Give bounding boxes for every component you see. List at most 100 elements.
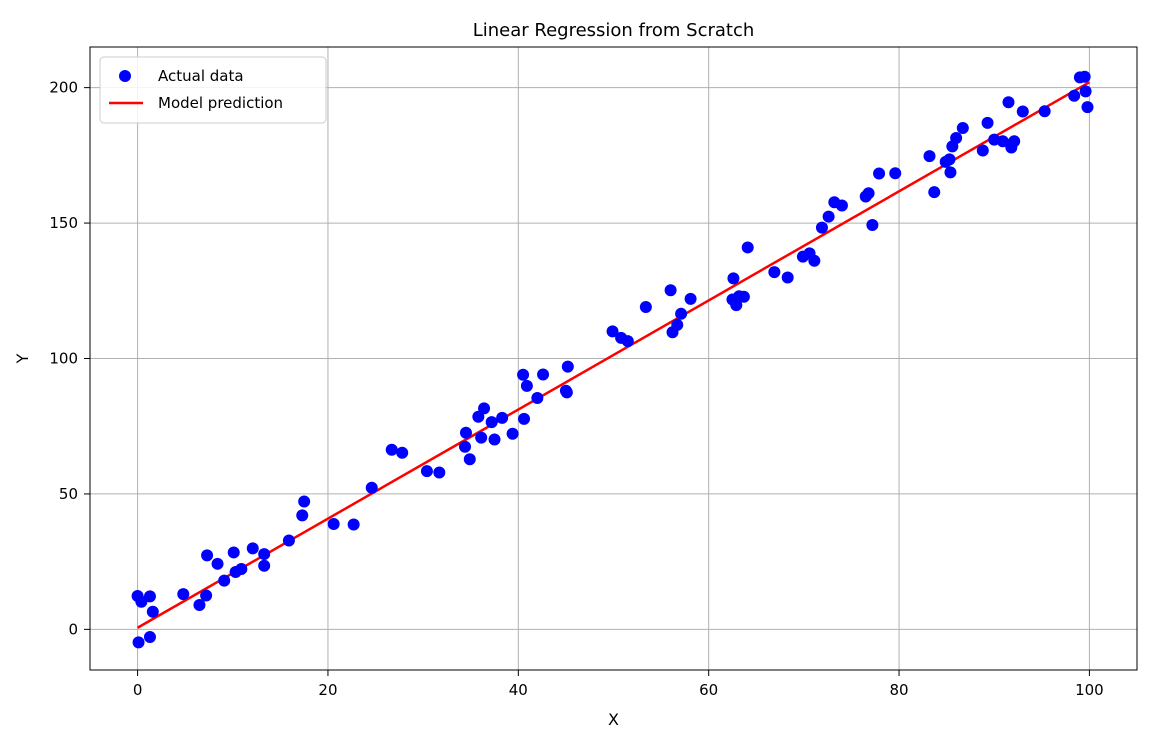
data-point [1079,85,1092,98]
data-point [822,210,835,223]
data-point [246,542,259,555]
y-tick-label: 200 [49,79,78,97]
chart-title: Linear Regression from Scratch [473,20,755,41]
data-point [517,368,530,381]
data-point [143,630,156,643]
data-point [1081,101,1094,114]
data-point [218,574,231,587]
data-point [227,546,240,559]
data-point [506,427,519,440]
data-point [420,465,433,478]
grid-lines [90,47,1137,670]
data-point [143,590,156,603]
plot-frame [89,46,1138,671]
data-point [365,481,378,494]
data-point [200,589,213,602]
data-point [996,135,1009,148]
data-point [298,495,311,508]
data-point [737,290,750,303]
data-point [1008,135,1021,148]
legend: Actual data Model prediction [99,56,327,124]
data-point [889,167,902,180]
data-point [866,218,879,231]
data-point [664,284,677,297]
data-point [944,166,957,179]
scatter-points [131,70,1094,649]
axes: 0 20 40 60 80 100 0 50 100 150 200 [49,79,1103,699]
data-point [520,379,533,392]
data-point [981,116,994,129]
data-point [808,254,821,267]
data-point [488,433,501,446]
data-point [135,595,148,608]
data-point [327,518,340,531]
data-point [1038,105,1051,118]
data-point [976,144,989,157]
legend-label-actual: Actual data [158,67,244,85]
data-point [835,199,848,212]
data-point [146,605,159,618]
data-point [943,153,956,166]
data-point [684,292,697,305]
data-point [258,548,271,561]
model-prediction-line [136,81,1091,629]
data-point [433,466,446,479]
data-point [518,412,531,425]
data-point [1078,70,1091,83]
y-tick-label: 50 [59,485,78,503]
data-point [671,318,684,331]
legend-label-prediction: Model prediction [158,94,283,112]
x-tick-label: 60 [699,681,718,699]
data-point [639,301,652,314]
data-point [781,271,794,284]
data-point [132,636,145,649]
data-point [1068,89,1081,102]
data-point [193,598,206,611]
data-point [485,416,498,429]
x-tick-label: 40 [509,681,528,699]
data-point [768,266,781,279]
y-axis-title: Y [13,353,32,364]
data-point [1016,105,1029,118]
data-point [459,426,472,439]
data-point [478,402,491,415]
legend-box [99,56,327,124]
data-point [606,325,619,338]
data-point [177,588,190,601]
data-point [1002,96,1015,109]
data-point [923,150,936,163]
data-point [463,453,476,466]
data-point [950,132,963,145]
x-tick-label: 20 [318,681,337,699]
data-point [531,392,544,405]
data-point [211,557,224,570]
data-point [537,368,550,381]
y-tick-label: 100 [49,350,78,368]
data-point [475,431,488,444]
data-point [561,360,574,373]
data-point [296,509,309,522]
y-tick-label: 150 [49,214,78,232]
data-point [956,121,969,134]
legend-marker-actual [119,70,131,82]
data-point [459,440,472,453]
data-point [727,272,740,285]
data-point [675,307,688,320]
x-tick-label: 100 [1075,681,1104,699]
data-point [201,549,214,562]
prediction-line-layer [136,81,1091,629]
x-axis-title: X [608,710,619,729]
y-tick-label: 0 [68,620,78,638]
data-point [741,241,754,254]
data-point [472,410,485,423]
data-point [621,335,634,348]
x-tick-label: 80 [889,681,908,699]
data-point [385,443,398,456]
data-point [396,446,409,459]
data-point [928,186,941,199]
data-point [235,562,248,575]
data-point [560,386,573,399]
data-point [258,559,271,572]
x-tick-label: 0 [133,681,143,699]
data-point [815,221,828,234]
